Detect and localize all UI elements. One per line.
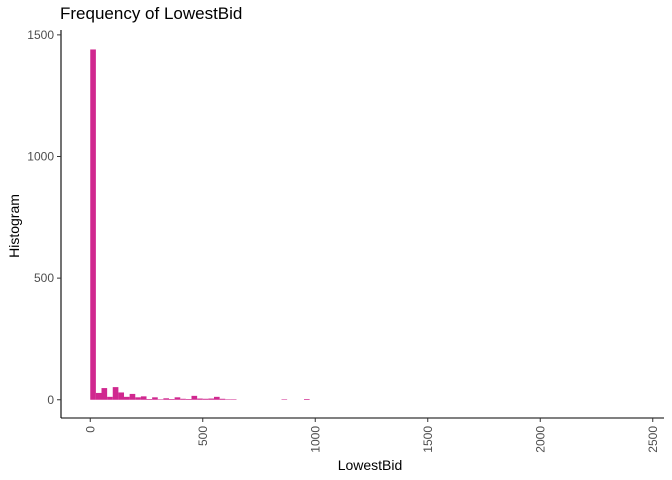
histogram-bar-21 [208, 398, 215, 400]
histogram-bar-27 [304, 399, 310, 400]
histogram-bar-10 [146, 399, 153, 400]
histogram-bar-20 [202, 398, 209, 400]
histogram-bar-26 [281, 399, 288, 400]
axes-group [60, 30, 664, 419]
x-axis-title: LowestBid [338, 457, 403, 473]
y-tick-label-1000: 1000 [27, 149, 54, 163]
histogram-bar-22 [214, 396, 220, 400]
chart-title: Frequency of LowestBid [60, 4, 243, 23]
histogram-bar-1 [95, 392, 102, 400]
ticks-group: 0 500 1000 1500 2000 2500 0 500 1000 1500 [27, 28, 659, 453]
y-axis-title: Histogram [6, 194, 22, 258]
histogram-bar-7 [129, 393, 136, 400]
histogram-bar-5 [118, 392, 125, 400]
histogram-bar-18 [191, 395, 198, 400]
histogram-bar-4 [112, 387, 119, 400]
histogram-bar-9 [140, 396, 147, 400]
x-tick-label-0: 0 [83, 426, 97, 433]
x-tick-label-1000: 1000 [308, 426, 322, 453]
y-tick-label-0: 0 [47, 393, 54, 407]
histogram-bar-16 [180, 398, 186, 400]
histogram-bar-2 [101, 388, 108, 400]
x-tick-label-2500: 2500 [646, 426, 660, 453]
histogram-bar-13 [163, 398, 170, 400]
y-tick-label-500: 500 [34, 271, 54, 285]
histogram-bar-8 [135, 397, 141, 400]
x-tick-label-1500: 1500 [421, 426, 435, 453]
histogram-bar-23 [219, 398, 226, 400]
histogram-bar-17 [185, 399, 192, 400]
x-tick-label-500: 500 [196, 426, 210, 446]
histogram-bar-15 [174, 397, 181, 400]
histogram-bar-12 [157, 399, 164, 400]
histogram-bar-14 [169, 399, 175, 400]
x-tick-label-2000: 2000 [533, 426, 547, 453]
bars-group [90, 49, 310, 400]
histogram-bar-24 [225, 399, 231, 400]
histogram-bar-25 [230, 399, 237, 400]
histogram-bar-11 [152, 397, 158, 400]
histogram-bar-6 [124, 396, 130, 400]
histogram-bar-3 [107, 396, 113, 400]
histogram-bar-19 [197, 398, 203, 400]
histogram-bar-0 [90, 49, 96, 400]
y-tick-label-1500: 1500 [27, 28, 54, 42]
